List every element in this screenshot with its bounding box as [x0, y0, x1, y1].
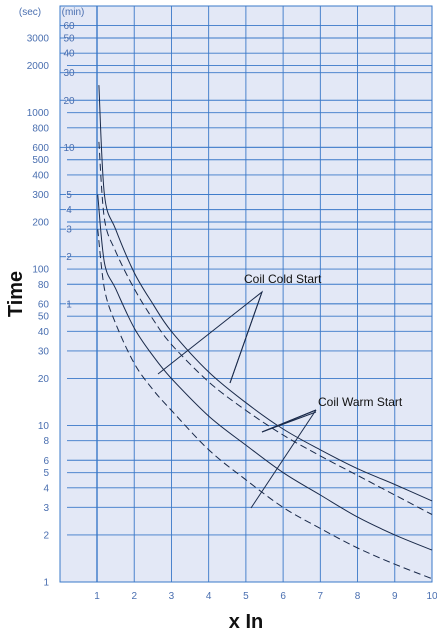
y-tick-label-sec: 50	[38, 312, 50, 323]
y-tick-label-sec: 300	[32, 190, 49, 201]
tick-labels: 1 2 3 4 5 6 7 8 9 1030002000100080060050040030020…	[19, 7, 437, 602]
y-tick-label-min: 3	[66, 225, 72, 236]
x-tick-label: 10	[426, 591, 437, 602]
y-tick-label-sec: 200	[32, 218, 49, 229]
y-tick-label-min: 4	[66, 205, 72, 216]
y-tick-label-sec: 4	[43, 483, 49, 494]
y-tick-label-sec: 600	[32, 143, 49, 154]
x-tick-label: 8	[355, 591, 361, 602]
grid-lines	[60, 6, 433, 582]
x-tick-label: 1	[94, 591, 100, 602]
y-tick-label-min: 30	[63, 68, 75, 79]
y-tick-label-sec: 800	[32, 123, 49, 134]
cold-start-pointer-b	[229, 291, 263, 384]
y-tick-label-min: 5	[66, 190, 72, 201]
warm-start-pointer-b	[250, 409, 317, 509]
y-tick-label-sec: 10	[38, 421, 50, 432]
x-tick-label: 2	[131, 591, 137, 602]
trip-curves	[97, 85, 433, 580]
y-tick-label-sec: 400	[32, 170, 49, 181]
curve-series-2	[97, 194, 433, 551]
y-tick-label-min: 10	[63, 143, 75, 154]
annotation-warm-start: Coil Warm Start	[318, 395, 403, 409]
y-tick-label-min: 60	[63, 21, 75, 32]
y-tick-label-sec: 5	[43, 468, 49, 479]
y-tick-label-min: 1	[66, 299, 72, 310]
y-tick-label-sec: 20	[38, 374, 50, 385]
y-tick-label-sec: 80	[38, 280, 50, 291]
y-unit-minutes: (min)	[62, 7, 85, 18]
curve-series-1	[98, 141, 433, 515]
y-tick-label-sec: 3	[43, 503, 49, 514]
annotations: Coil Cold Start Coil Warm Start	[157, 272, 403, 509]
x-tick-label: 9	[392, 591, 398, 602]
y-unit-seconds: (sec)	[19, 7, 41, 18]
y-tick-label-min: 40	[63, 49, 75, 60]
curve-series-0	[98, 85, 433, 502]
y-tick-label-sec: 100	[32, 265, 49, 276]
warm-start-pointer-c	[261, 409, 317, 433]
y-tick-label-sec: 1	[43, 578, 49, 589]
x-tick-label: 7	[318, 591, 324, 602]
y-tick-label-min: 2	[66, 252, 72, 263]
x-tick-label: 4	[206, 591, 212, 602]
y-tick-label-sec: 3000	[27, 34, 50, 45]
x-tick-label: 5	[243, 591, 249, 602]
y-tick-label-min: 50	[63, 34, 75, 45]
x-axis-title: x In	[229, 611, 263, 633]
annotation-cold-start: Coil Cold Start	[244, 272, 322, 286]
y-tick-label-sec: 8	[43, 436, 49, 447]
y-tick-label-sec: 40	[38, 327, 50, 338]
y-tick-label-sec: 2	[43, 530, 49, 541]
y-tick-label-sec: 1000	[27, 108, 50, 119]
y-tick-label-sec: 60	[38, 299, 50, 310]
x-tick-label: 6	[280, 591, 286, 602]
curve-series-3	[97, 229, 433, 580]
y-tick-label-sec: 2000	[27, 61, 50, 72]
y-tick-label-sec: 6	[43, 456, 49, 467]
y-tick-label-min: 20	[63, 96, 75, 107]
y-tick-label-sec: 30	[38, 346, 50, 357]
x-tick-label: 3	[169, 591, 175, 602]
y-axis-title: Time	[5, 271, 27, 317]
y-tick-label-sec: 500	[32, 155, 49, 166]
